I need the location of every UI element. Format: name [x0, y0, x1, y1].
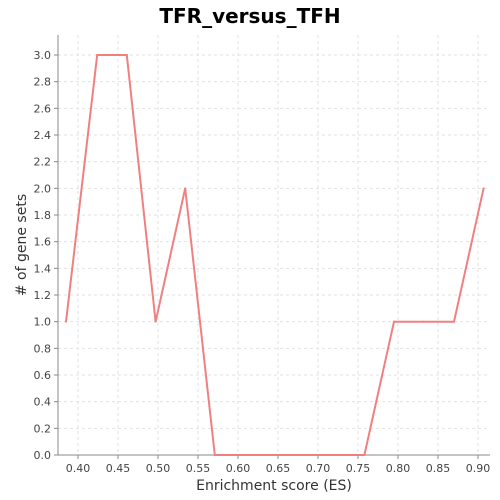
y-tick-label: 1.4 [34, 262, 52, 275]
y-tick-label: 3.0 [34, 49, 52, 62]
x-tick-label: 0.45 [106, 462, 131, 475]
y-tick-label: 1.8 [34, 209, 52, 222]
data-point [244, 454, 247, 456]
data-point [422, 320, 425, 323]
data-point [213, 454, 216, 456]
y-axis-label: # of gene sets [14, 194, 30, 296]
data-point [482, 187, 485, 190]
series-layer [65, 54, 485, 456]
x-tick-label: 0.85 [426, 462, 451, 475]
y-tick-label: 2.6 [34, 102, 52, 115]
y-tick-label: 0.0 [34, 449, 52, 462]
x-tick-label: 0.80 [386, 462, 411, 475]
y-tick-label: 2.8 [34, 76, 52, 89]
x-tick-label: 0.70 [306, 462, 331, 475]
tick-labels: 0.0 0.2 0.4 0.6 0.8 1.0 1.2 1.4 1.6 1.8 2.0 2.2 2.4 2… [34, 49, 491, 475]
y-tick-label: 2.0 [34, 182, 52, 195]
data-point [273, 454, 276, 456]
x-tick-label: 0.75 [346, 462, 371, 475]
data-point [184, 187, 187, 190]
y-tick-label: 1.2 [34, 289, 52, 302]
x-tick-label: 0.55 [186, 462, 211, 475]
data-point [154, 320, 157, 323]
data-point [303, 454, 306, 456]
y-tick-label: 0.2 [34, 422, 52, 435]
x-tick-label: 0.40 [66, 462, 91, 475]
data-point [125, 54, 128, 56]
y-tick-label: 0.4 [34, 396, 52, 409]
y-tick-label: 1.6 [34, 236, 52, 249]
y-tick-label: 2.4 [34, 129, 52, 142]
series-line [65, 54, 485, 456]
x-tick-label: 0.60 [226, 462, 251, 475]
y-tick-label: 0.8 [34, 342, 52, 355]
x-axis-label: Enrichment score (ES) [196, 478, 352, 494]
data-point [96, 54, 99, 56]
x-tick-label: 0.65 [266, 462, 291, 475]
y-tick-label: 2.2 [34, 156, 52, 169]
plot-area: 0.0 0.2 0.4 0.6 0.8 1.0 1.2 1.4 1.6 1.8 2.0 2.2 2.4 2… [34, 35, 491, 475]
x-tick-label: 0.50 [146, 462, 171, 475]
y-tick-label: 1.0 [34, 316, 52, 329]
chart-title: TFR_versus_TFH [159, 4, 340, 28]
data-point [333, 454, 335, 456]
x-tick-label: 0.90 [466, 462, 491, 475]
data-point [65, 320, 67, 323]
axes [54, 35, 490, 459]
data-point [363, 454, 366, 456]
y-tick-label: 0.6 [34, 369, 52, 382]
data-point [393, 320, 395, 323]
data-point [453, 320, 455, 323]
gridlines [58, 35, 490, 456]
